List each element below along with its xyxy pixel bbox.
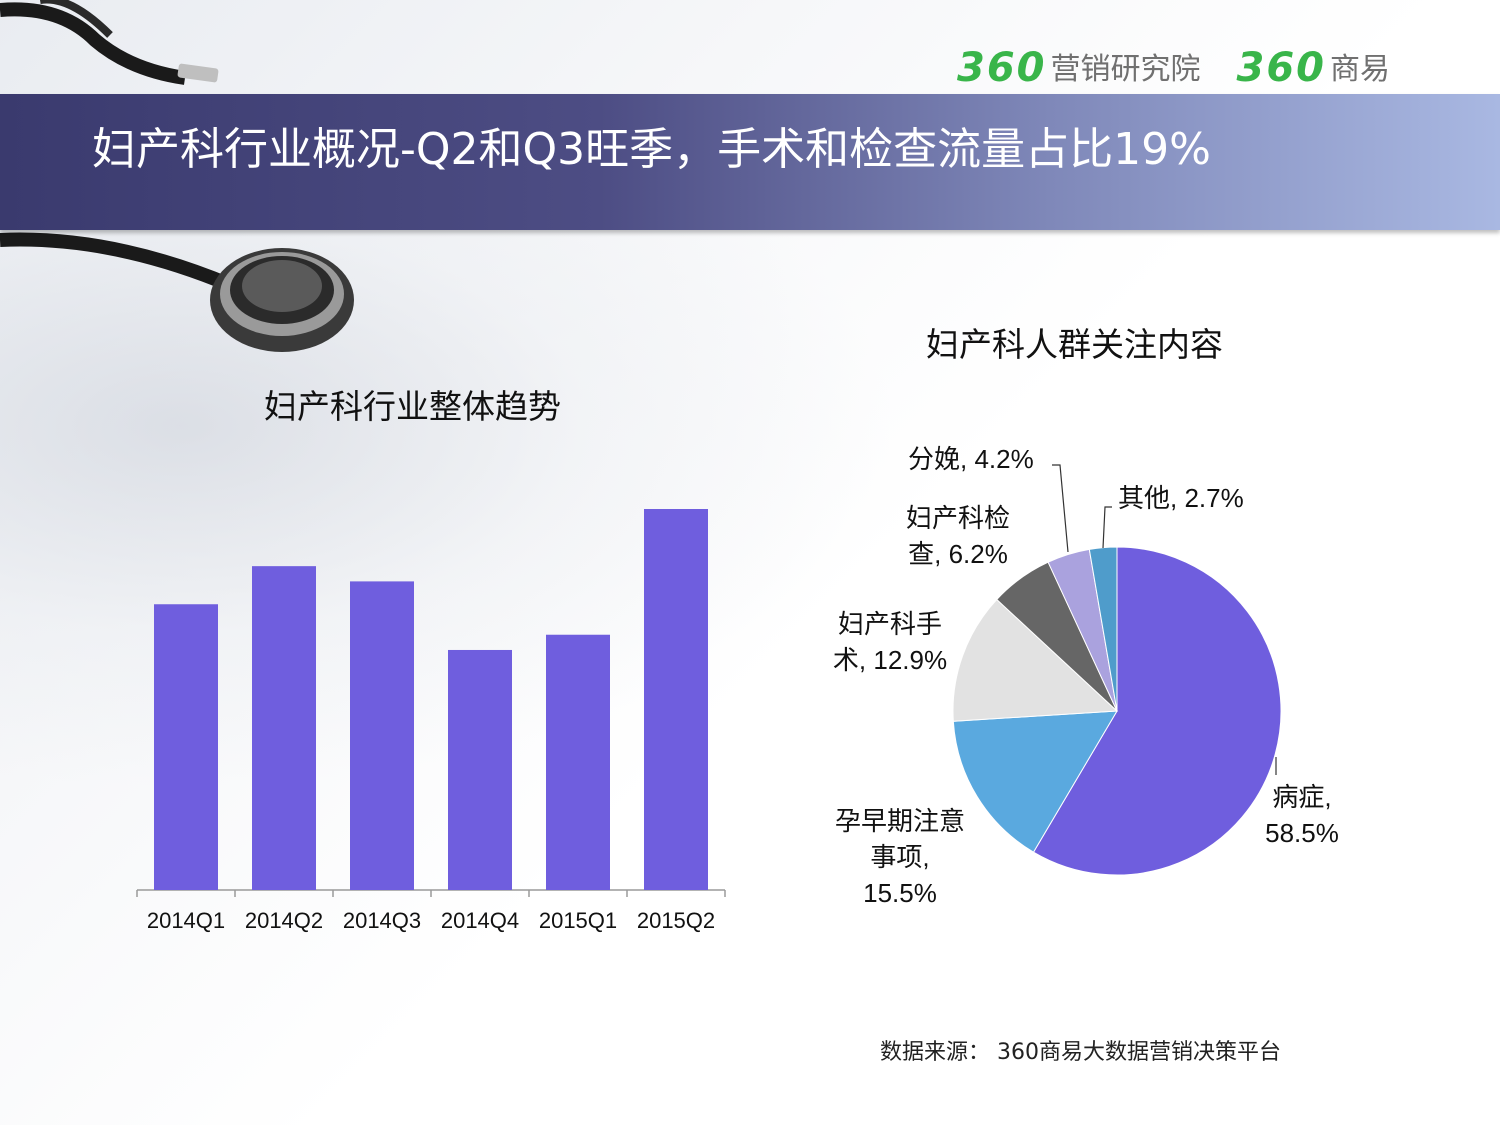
logo-number: 360 bbox=[957, 45, 1047, 91]
pie-slice-label: 其他, 2.7% bbox=[1118, 483, 1244, 513]
bar bbox=[350, 581, 414, 890]
logo-marketing-institute: 360 营销研究院 bbox=[957, 48, 1201, 88]
pie-chart: 病症, 58.5% 孕早期注意事项, 15.5% 妇产科手术, 12.9% 妇产科检查, … bbox=[833, 444, 1339, 908]
pie-slice bbox=[952, 598, 1119, 722]
logo-text: 营销研究院 bbox=[1050, 52, 1201, 87]
x-tick-label: 2015Q2 bbox=[637, 908, 715, 933]
logo-group: 360 营销研究院 360 商易 bbox=[957, 48, 1390, 88]
title-banner: 妇产科行业概况-Q2和Q3旺季，手术和检查流量占比19% bbox=[0, 94, 1500, 230]
pie-slice-label: 病症, 58.5% bbox=[1265, 782, 1339, 848]
x-tick-label: 2014Q1 bbox=[147, 908, 225, 933]
bar bbox=[154, 604, 218, 890]
x-tick-label: 2014Q4 bbox=[441, 908, 519, 933]
data-source: 数据来源： 360商易大数据营销决策平台 bbox=[880, 1040, 1281, 1065]
bar-chart: 2014Q1 2014Q2 2014Q3 2014Q4 2015Q1 2015Q2 bbox=[136, 509, 726, 933]
pie-slice-label: 分娩, 4.2% bbox=[908, 444, 1034, 474]
x-tick-label: 2015Q1 bbox=[539, 908, 617, 933]
x-tick-label: 2014Q3 bbox=[343, 908, 421, 933]
x-tick-label: 2014Q2 bbox=[245, 908, 323, 933]
pie-slice-label: 妇产科检查, 6.2% bbox=[906, 503, 1010, 569]
bar bbox=[546, 634, 610, 890]
logo-number: 360 bbox=[1236, 45, 1326, 91]
logo-text: 商易 bbox=[1330, 52, 1390, 87]
pie-slice-label: 妇产科手术, 12.9% bbox=[833, 609, 947, 675]
pie-chart-title: 妇产科人群关注内容 bbox=[926, 325, 1223, 364]
leader-line bbox=[1102, 506, 1112, 549]
leader-line bbox=[1052, 464, 1069, 553]
bar bbox=[644, 509, 708, 890]
pie-slice bbox=[1032, 546, 1282, 876]
bar-chart-title: 妇产科行业整体趋势 bbox=[264, 387, 561, 426]
pie-slice bbox=[952, 710, 1118, 853]
page-title: 妇产科行业概况-Q2和Q3旺季，手术和检查流量占比19% bbox=[92, 124, 1211, 175]
bar bbox=[448, 649, 512, 890]
stethoscope-icon bbox=[0, 0, 354, 352]
bar bbox=[252, 566, 316, 890]
pie-slice-label: 孕早期注意事项, 15.5% bbox=[835, 806, 965, 908]
logo-shangyi: 360 商易 bbox=[1237, 48, 1391, 88]
